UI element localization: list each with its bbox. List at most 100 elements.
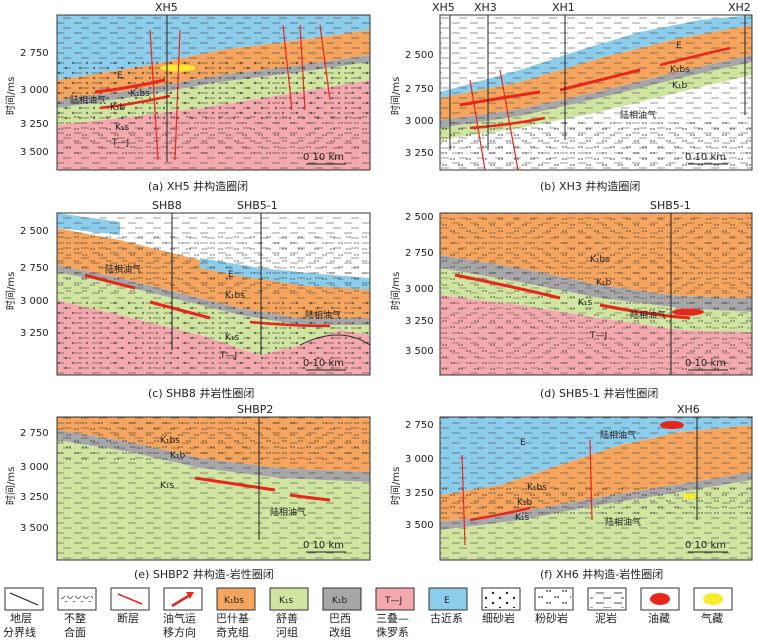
legend-item-shushanhe: K₁s 舒善 河组 [269, 587, 309, 639]
formation-d-K1b: K₁b [596, 278, 612, 288]
panel-f: E K₁bs K₁b K₁s 陆相油气 陆相油气 XH6 2 750 3 000… [389, 403, 753, 581]
tick-c-1: 2 500 [20, 226, 49, 237]
legend-label-7a: 巴西 [329, 612, 351, 625]
scale-label-f: 0 10 km [685, 540, 726, 551]
formation-d-K1s: K₁s [578, 298, 593, 308]
legend-symbol-9: E [444, 596, 450, 606]
legend-label-8b: 侏罗系 [376, 626, 409, 639]
formation-c-K1bs: K₁bs [225, 291, 245, 301]
legend-item-baxigai: K₁b 巴西 改组 [322, 587, 362, 639]
tick-d-1: 2 500 [405, 212, 434, 223]
legend-item-migration: 油气运 移方向 [163, 587, 203, 639]
formation-c-E: E [228, 270, 234, 280]
tick-c-4: 3 250 [20, 328, 49, 339]
legend-label-6a: 舒善 [276, 611, 298, 625]
formation-e-K1b: K₁b [170, 451, 186, 461]
panel-d: K₁bs K₁b K₁s T—J 陆相油气 SHB5-1 2 500 2 750… [389, 199, 753, 400]
oil-label-c: 陆相油气 [105, 263, 141, 275]
formation-a-K1bs: K₁bs [130, 89, 150, 99]
legend-label-5b: 奇克组 [216, 625, 249, 639]
well-f-XH6: XH6 [677, 403, 700, 416]
formation-f-K1b: K₁b [517, 498, 533, 508]
axis-label-d: 时间/ms [389, 272, 402, 310]
tick-a-3: 3 250 [20, 119, 49, 130]
well-b-XH1: XH1 [552, 1, 575, 14]
caption-b: (b) XH3 井构造圈闭 [540, 179, 640, 193]
legend-item-boundary: 地层 分界线 [3, 587, 44, 639]
caption-f: (f) XH6 井构造-岩性圈闭 [540, 567, 663, 581]
caption-c: (c) SHB8 井岩性圈闭 [148, 386, 254, 400]
legend-item-fault: 断层 [110, 587, 150, 625]
scale-label-a: 0 10 km [303, 152, 344, 163]
legend-label-1b: 分界线 [3, 625, 36, 639]
scale-label-e: 0 10 km [303, 540, 344, 551]
legend-item-paleogene: E 古近系 [428, 587, 468, 625]
well-a-XH5: XH5 [155, 1, 178, 14]
legend-label-1a: 地层 [10, 612, 32, 625]
formation-e-K1bs: K₁bs [160, 436, 180, 446]
formation-b-E: E [676, 41, 682, 51]
tick-e-4: 3 500 [20, 523, 49, 534]
oil-label-d: 陆相油气 [630, 309, 666, 321]
tick-b-4: 3 250 [405, 148, 434, 159]
legend-label-4b: 移方向 [163, 625, 196, 639]
formation-c-K1s: K₁s [225, 333, 240, 343]
panel-d-frame [439, 212, 753, 376]
panel-c: 陆相油气 陆相油气 E K₁bs K₁s T—J SHB8 SHB5-1 2 5… [4, 199, 371, 400]
tick-f-2: 3 000 [405, 454, 434, 465]
legend-label-8a: 三叠— [376, 612, 409, 625]
oil-label-c2: 陆相油气 [305, 309, 341, 321]
well-b-XH3: XH3 [474, 1, 497, 14]
scale-label-c: 0 10 km [303, 358, 344, 369]
legend-label-10a: 细砂岩 [482, 611, 515, 625]
paleogene-swatch-icon [428, 587, 468, 611]
legend-label-12a: 泥岩 [595, 611, 617, 625]
formation-e-K1s: K₁s [160, 481, 175, 491]
tick-d-2: 2 750 [405, 248, 434, 259]
panel-e: K₁bs K₁b K₁s 陆相油气 SHBP2 2 750 3 000 3 25… [4, 403, 371, 581]
legend-label-7b: 改组 [329, 625, 351, 639]
legend-label-3a: 断层 [117, 611, 139, 625]
formation-a-E: E [117, 71, 123, 81]
tick-c-3: 3 000 [20, 296, 49, 307]
caption-d: (d) SHB5-1 井岩性圈闭 [540, 386, 658, 400]
legend-label-4a: 油气运 [163, 611, 196, 625]
panel-a-frame [56, 14, 371, 171]
formation-a-K1s: K₁s [115, 123, 130, 133]
tick-d-4: 3 250 [405, 316, 434, 327]
tick-a-1: 2 750 [20, 48, 49, 59]
panel-e-frame [56, 416, 371, 561]
legend-item-fine-sandstone: 细砂岩 [481, 587, 521, 625]
triassic-jurassic-swatch-icon [375, 587, 415, 611]
tick-e-3: 3 250 [20, 492, 49, 503]
formation-b-K1b: K₁b [672, 81, 688, 91]
tick-b-3: 3 000 [405, 116, 434, 127]
legend-item-gas: 气藏 [693, 587, 733, 625]
legend-symbol-7: K₁b [332, 596, 348, 606]
formation-f-K1s: K₁s [515, 513, 530, 523]
formation-d-K1bs: K₁bs [590, 255, 610, 265]
baxigai-swatch-icon [322, 587, 362, 611]
legend-symbol-8: T—J [384, 596, 402, 606]
legend-label-14a: 气藏 [701, 611, 723, 625]
axis-label-c: 时间/ms [4, 272, 17, 310]
legend-label-5a: 巴什基 [216, 612, 249, 625]
formation-f-E: E [520, 438, 526, 448]
legend-symbol-5: K₁bs [224, 596, 244, 606]
oil-label-e: 陆相油气 [270, 506, 306, 518]
well-c-SHB5-1: SHB5-1 [237, 199, 278, 212]
shushanhe-swatch-icon [269, 587, 309, 611]
legend-label-2a: 不整 [64, 611, 86, 625]
legend: 地层 分界线 不整 合面 断层 油气运 移方向 K₁bs 巴什基 奇克组 [3, 587, 733, 639]
legend-item-unconformity: 不整 合面 [57, 587, 97, 639]
well-d-SHB5-1: SHB5-1 [650, 199, 691, 212]
tick-f-1: 2 750 [405, 420, 434, 431]
panel-a: 陆相油气 E K₁bs K₁b K₁s T—J XH5 2 750 3 000 … [4, 1, 371, 193]
oil-label-b: 陆相油气 [620, 109, 656, 121]
tick-a-2: 3 000 [20, 85, 49, 96]
legend-item-siltstone: 粉砂岩 [534, 587, 574, 625]
tick-c-2: 2 750 [20, 263, 49, 274]
caption-a: (a) XH5 井构造圈闭 [148, 179, 248, 193]
oil-label-f: 陆相油气 [600, 429, 636, 441]
